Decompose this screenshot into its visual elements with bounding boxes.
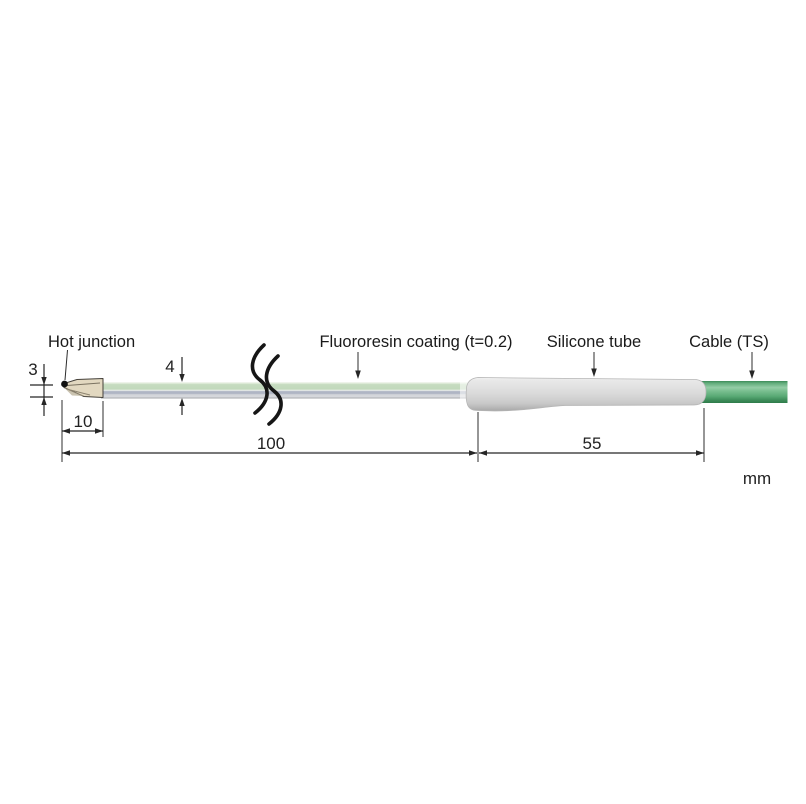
dim-3-arrow-up <box>41 397 47 405</box>
hot-junction-leader-line <box>64 349 68 381</box>
cable-body <box>698 381 788 403</box>
fluororesin-coating-label: Fluororesin coating (t=0.2) <box>319 333 512 351</box>
cable-arrowhead <box>749 370 755 379</box>
hot-junction-dot <box>61 380 68 388</box>
dim-10-arrow-right <box>95 428 103 434</box>
dim-100-value: 100 <box>257 434 285 453</box>
dim-4-value: 4 <box>165 357 174 376</box>
dim-100-arrow-left <box>62 450 70 456</box>
dim-10-arrow-left <box>62 428 70 434</box>
dim-4-arrow-down <box>179 374 185 382</box>
probe-tip-wire-line <box>66 382 101 386</box>
silicone-tube-body <box>465 377 707 412</box>
fluororesin-arrowhead <box>355 370 361 379</box>
break-mark <box>264 354 283 426</box>
silicone-tube-label: Silicone tube <box>547 333 641 351</box>
silicone-tube-arrowhead <box>591 368 597 377</box>
probe-tip-lower-line <box>66 388 91 396</box>
dim-4-arrow-up <box>179 398 185 406</box>
break-mark <box>250 343 269 415</box>
probe-tip <box>63 378 104 398</box>
dim-55-arrow-left <box>479 450 487 456</box>
dim-10-value: 10 <box>74 412 93 431</box>
dim-3-arrow-down <box>41 377 47 385</box>
hot-junction-label: Hot junction <box>48 333 135 351</box>
dim-55-value: 55 <box>583 434 602 453</box>
cable-label: Cable (TS) <box>689 333 769 351</box>
fluororesin-coating-body <box>101 382 472 399</box>
dim-55-arrow-right <box>696 450 704 456</box>
dim-3-value: 3 <box>28 360 37 379</box>
dim-100-arrow-right <box>469 450 477 456</box>
unit-label: mm <box>743 469 771 488</box>
